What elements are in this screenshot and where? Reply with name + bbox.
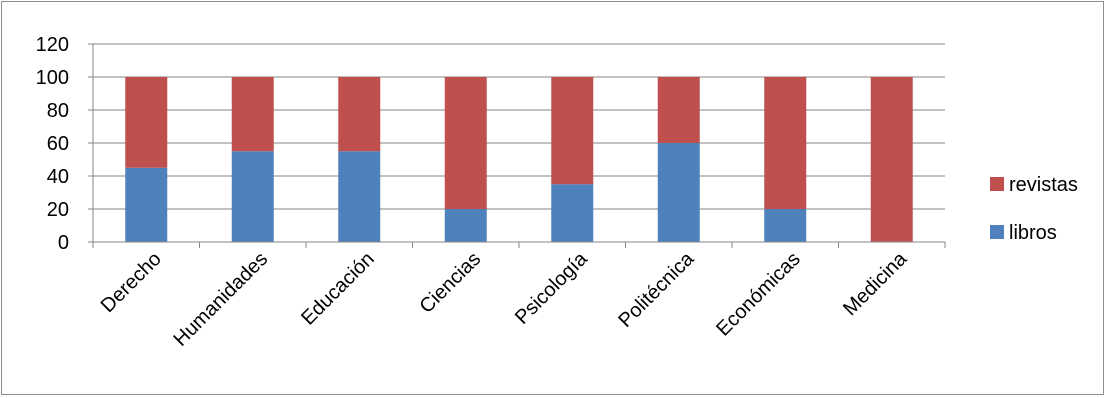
bar-libros-3 — [445, 209, 487, 242]
x-category-label: Derecho — [97, 248, 166, 317]
y-tick-label: 120 — [36, 34, 69, 56]
bar-revistas-5 — [658, 77, 700, 143]
axes — [88, 44, 945, 248]
y-tick-label: 80 — [47, 100, 69, 122]
bar-revistas-2 — [338, 77, 380, 151]
x-category-label: Psicología — [511, 247, 592, 328]
y-tick-label: 100 — [36, 67, 69, 89]
y-tick-label: 40 — [47, 166, 69, 188]
x-category-label: Medicina — [839, 247, 912, 320]
bars — [125, 77, 913, 242]
legend: revistas libros — [990, 174, 1078, 244]
bar-libros-1 — [232, 151, 274, 242]
bar-libros-2 — [338, 151, 380, 242]
bar-libros-4 — [551, 184, 593, 242]
legend-label-libros: libros — [1009, 222, 1057, 244]
y-tick-label: 0 — [58, 232, 69, 254]
legend-swatch-libros — [990, 225, 1004, 239]
bar-revistas-3 — [445, 77, 487, 209]
bar-libros-6 — [764, 209, 806, 242]
bar-revistas-1 — [232, 77, 274, 151]
bar-libros-0 — [125, 168, 167, 242]
x-category-label: Económicas — [712, 248, 805, 341]
gridlines — [93, 44, 945, 209]
x-category-label: Ciencias — [415, 248, 485, 318]
bar-revistas-4 — [551, 77, 593, 184]
legend-label-revistas: revistas — [1009, 174, 1078, 196]
legend-swatch-revistas — [990, 177, 1004, 191]
bar-revistas-7 — [871, 77, 913, 242]
bar-revistas-0 — [125, 77, 167, 168]
bar-revistas-6 — [764, 77, 806, 209]
x-category-label: Educación — [297, 248, 379, 330]
y-tick-label: 60 — [47, 133, 69, 155]
y-tick-label: 20 — [47, 199, 69, 221]
x-category-label: Humanidades — [169, 248, 272, 351]
x-category-label: Politécnica — [614, 247, 699, 332]
bar-libros-5 — [658, 143, 700, 242]
